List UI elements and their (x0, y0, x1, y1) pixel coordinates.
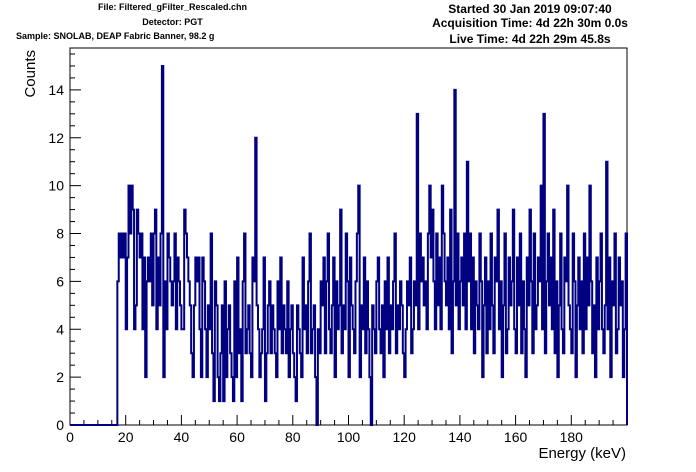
x-tick-label: 180 (560, 429, 584, 445)
start-time-label: Started 30 Jan 2019 09:07:40 (448, 2, 612, 16)
x-axis-title: Energy (keV) (538, 445, 626, 462)
y-tick-label: 6 (56, 273, 64, 289)
acquisition-time-label: Acquisition Time: 4d 22h 30m 0.0s (432, 16, 628, 30)
x-tick-label: 120 (393, 429, 417, 445)
x-tick-label: 40 (174, 429, 190, 445)
y-tick-label: 10 (48, 178, 64, 194)
x-tick-label: 80 (285, 429, 301, 445)
x-tick-label: 0 (66, 429, 74, 445)
detector-label: Detector: PGT (142, 17, 203, 27)
y-tick-label: 2 (56, 369, 64, 385)
sample-label: Sample: SNOLAB, DEAP Fabric Banner, 98.2… (16, 31, 215, 41)
live-time-label: Live Time: 4d 22h 29m 45.8s (449, 32, 611, 46)
y-tick-label: 8 (56, 226, 64, 242)
file-name-label: File: Filtered_gFilter_Rescaled.chn (97, 2, 248, 12)
x-tick-label: 20 (118, 429, 134, 445)
y-tick-label: 4 (56, 321, 64, 337)
histogram-series (70, 64, 628, 426)
y-tick-label: 12 (48, 130, 64, 146)
x-tick-label: 160 (504, 429, 528, 445)
x-tick-label: 60 (229, 429, 245, 445)
y-tick-label: 14 (48, 82, 64, 98)
x-tick-label: 100 (337, 429, 361, 445)
y-axis-title: Counts (22, 50, 39, 98)
x-tick-label: 140 (448, 429, 472, 445)
y-tick-label: 0 (56, 417, 64, 433)
